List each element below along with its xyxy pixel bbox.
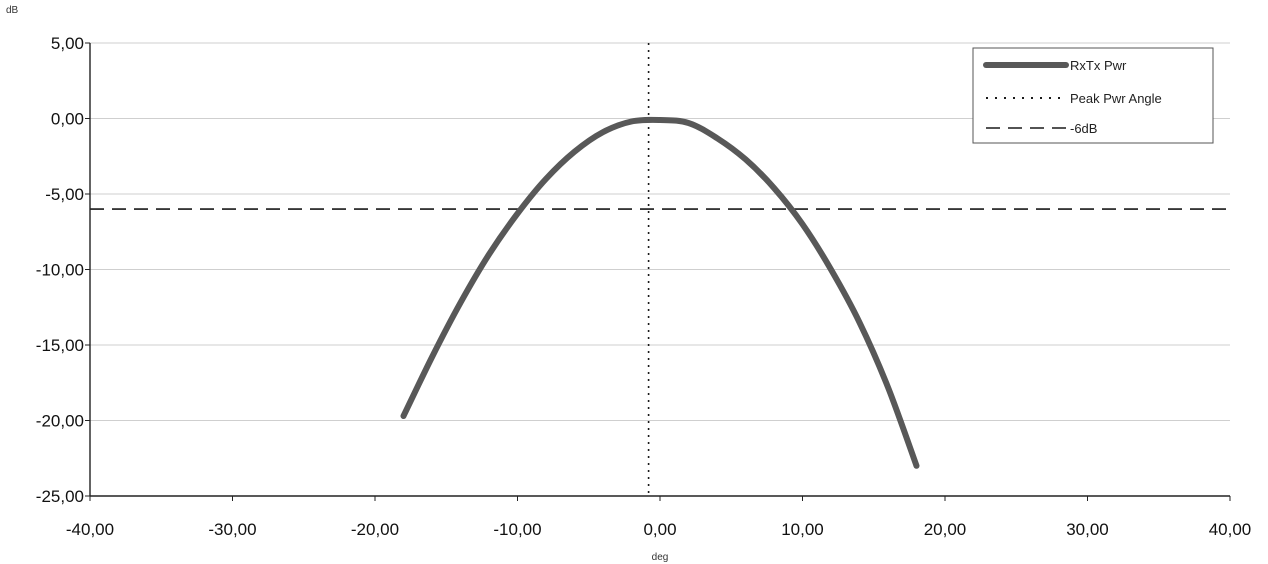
x-tick-label-3: -10,00 — [493, 520, 541, 539]
y-tick-label-4: -15,00 — [36, 336, 84, 355]
tick-labels: 5,00 0,00 -5,00 -10,00 -15,00 -20,00 -25,00 -40… — [36, 34, 1251, 539]
series-line-rxtx-pwr — [400, 116, 920, 469]
legend: RxTx Pwr Peak Pwr Angle -6dB — [972, 47, 1214, 144]
x-tick-label-6: 20,00 — [924, 520, 967, 539]
x-tick-label-5: 10,00 — [781, 520, 824, 539]
y-tick-label-6: -25,00 — [36, 487, 84, 506]
x-tick-label-1: -30,00 — [208, 520, 256, 539]
x-axis-unit: deg — [652, 552, 669, 563]
legend-label-peak-pwr-angle: Peak Pwr Angle — [1070, 91, 1162, 106]
y-tick-label-1: 0,00 — [51, 110, 84, 129]
x-tick-label-8: 40,00 — [1209, 520, 1252, 539]
x-tick-label-0: -40,00 — [66, 520, 114, 539]
legend-label-minus-6db: -6dB — [1070, 121, 1097, 136]
y-axis-unit: dB — [6, 5, 19, 16]
legend-label-rxtx-pwr: RxTx Pwr — [1070, 58, 1127, 73]
x-tick-label-7: 30,00 — [1066, 520, 1109, 539]
y-tick-label-0: 5,00 — [51, 34, 84, 53]
y-tick-label-2: -5,00 — [45, 185, 84, 204]
y-tick-label-3: -10,00 — [36, 261, 84, 280]
series-layer — [90, 43, 1230, 496]
x-tick-label-4: 0,00 — [643, 520, 676, 539]
x-tick-label-2: -20,00 — [351, 520, 399, 539]
y-tick-label-5: -20,00 — [36, 412, 84, 431]
